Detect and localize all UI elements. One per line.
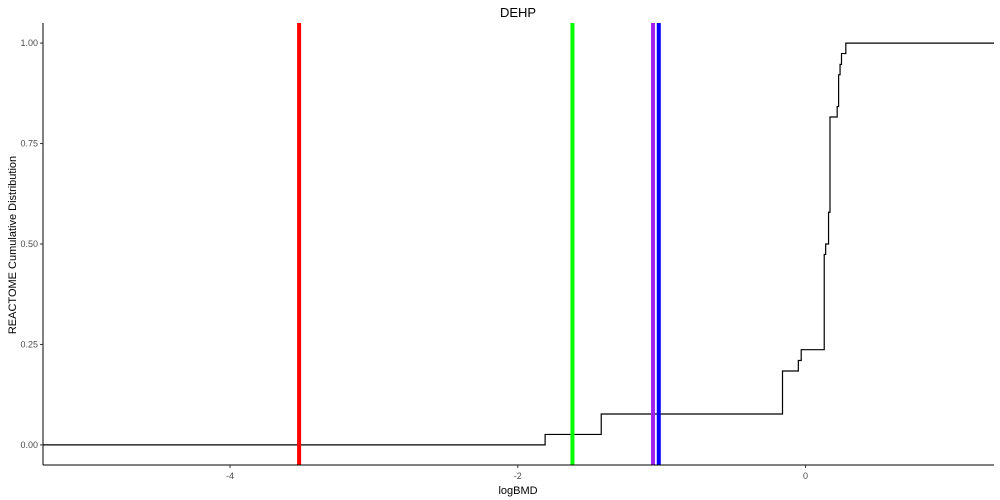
x-axis-title: logBMD bbox=[498, 485, 537, 497]
x-tick-label: -2 bbox=[514, 471, 522, 481]
x-tick-label: -4 bbox=[226, 471, 234, 481]
y-axis: 0.00 0.25 0.50 0.75 1.00 bbox=[20, 23, 44, 465]
y-tick-label: 0.75 bbox=[20, 139, 38, 149]
plot-area bbox=[43, 23, 994, 465]
y-axis-title: REACTOME Cumulative Distribution bbox=[7, 156, 19, 334]
y-tick-label: 0.00 bbox=[20, 440, 38, 450]
cumulative-step-line bbox=[43, 42, 994, 446]
y-tick-label: 0.25 bbox=[20, 339, 38, 349]
x-axis: -4 -2 0 bbox=[43, 464, 994, 481]
y-tick-label: 0.50 bbox=[20, 239, 38, 249]
x-tick-label: 0 bbox=[803, 471, 808, 481]
y-tick-label: 1.00 bbox=[20, 38, 38, 48]
chart-title: DEHP bbox=[500, 5, 536, 20]
